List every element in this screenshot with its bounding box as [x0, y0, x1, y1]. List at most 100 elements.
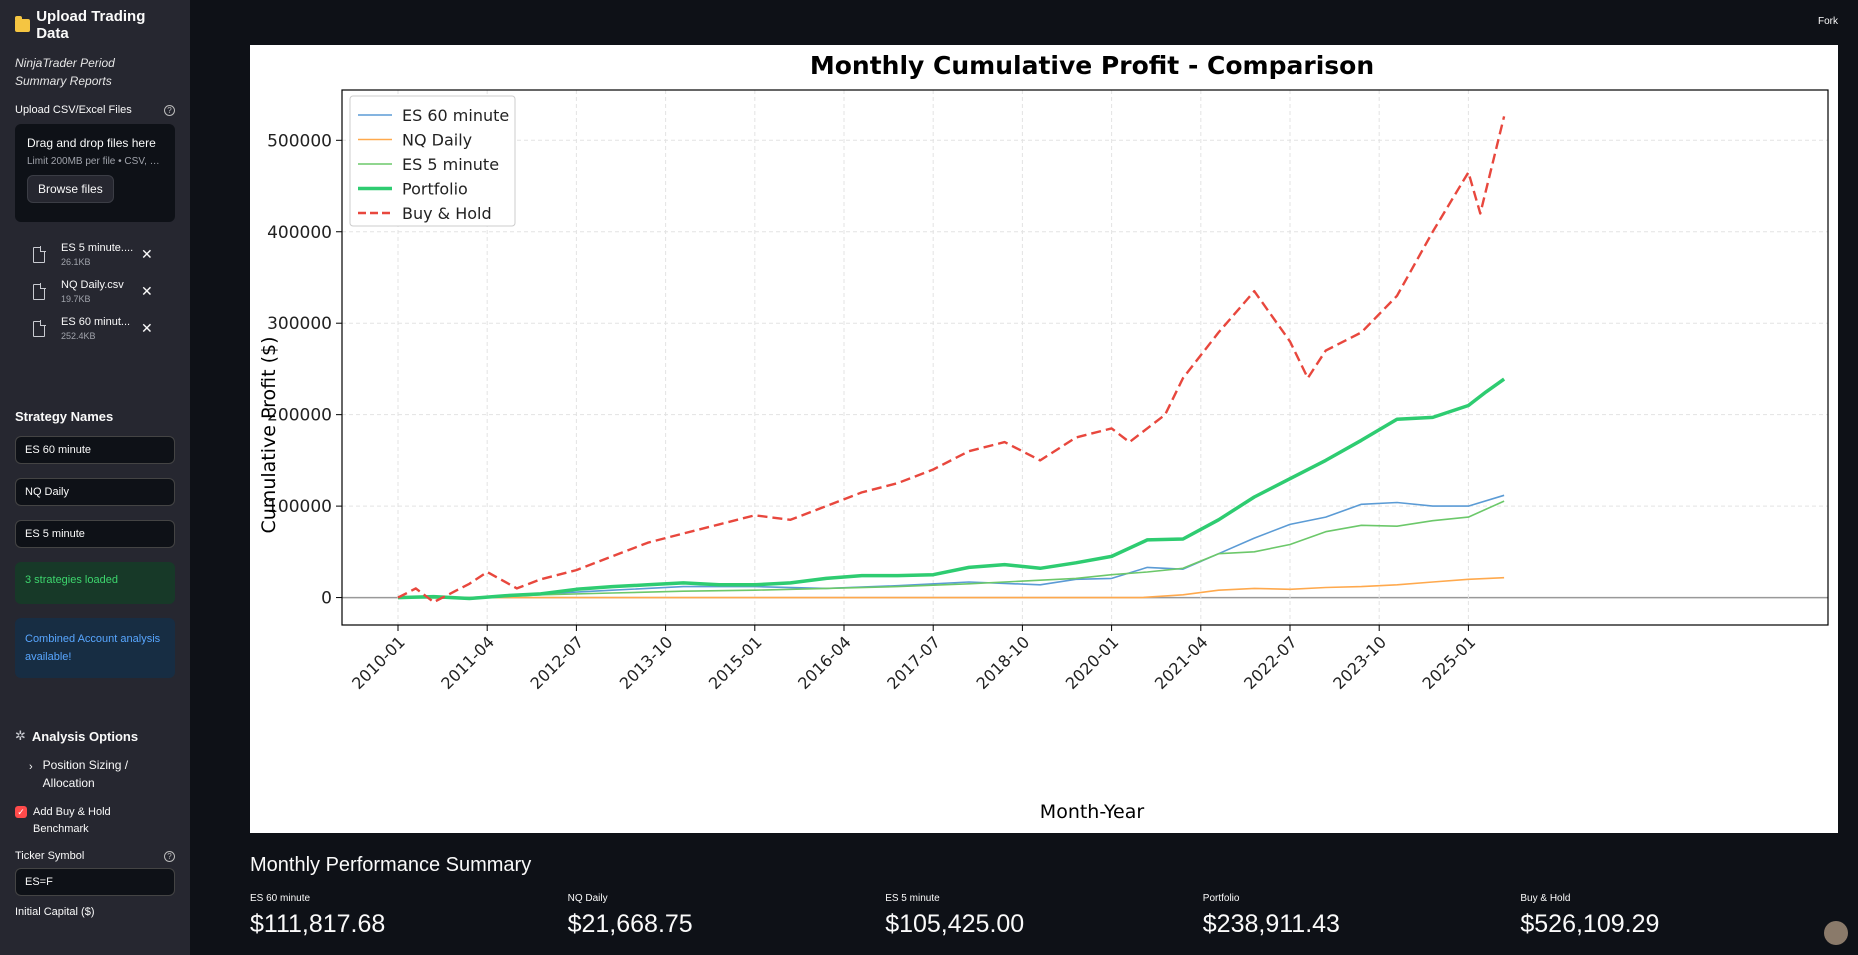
checkbox-label: Add Buy & Hold Benchmark [33, 806, 111, 835]
capital-label-row: Initial Capital ($) [15, 906, 175, 918]
strategy-name-input-1[interactable]: ES 60 minute [15, 436, 175, 464]
y-tick-label: 400000 [267, 223, 332, 243]
x-tick-label: 2011-04 [437, 632, 498, 693]
help-icon[interactable]: ? [164, 850, 175, 862]
metric-value: $238,911.43 [1202, 910, 1340, 938]
success-alert: 3 strategies loaded [15, 562, 175, 604]
metric-value: $526,109.29 [1520, 910, 1660, 938]
y-axis-label: Cumulative Profit ($) [258, 337, 280, 534]
capital-label: Initial Capital ($) [15, 906, 95, 918]
ticker-label: Ticker Symbol [15, 850, 85, 862]
y-tick-label: 200000 [267, 406, 332, 426]
uploaded-file-list: ES 5 minute.... 26.1KB ✕ NQ Daily.csv 19… [15, 236, 175, 347]
file-name: NQ Daily.csv [61, 279, 124, 291]
gear-icon: ✲ [15, 728, 26, 743]
x-tick-label: 2015-01 [705, 632, 766, 693]
grid-layer [342, 90, 1828, 625]
x-tick-label: 2012-07 [527, 632, 588, 693]
x-tick-label: 2017-07 [883, 632, 944, 693]
help-icon[interactable]: ? [164, 104, 175, 116]
legend-label: ES 60 minute [402, 106, 509, 125]
file-size: 252.4KB [61, 331, 96, 341]
metric-label: Buy & Hold [1520, 893, 1571, 904]
y-tick-label: 100000 [267, 497, 332, 517]
position-sizing-expander[interactable]: › Position Sizing / Allocation [15, 756, 175, 792]
remove-file-icon[interactable]: ✕ [141, 246, 153, 262]
legend-label: NQ Daily [402, 131, 472, 150]
buy-hold-checkbox-row[interactable]: ✓ Add Buy & Hold Benchmark [15, 804, 175, 838]
metric-value: $105,425.00 [885, 910, 1025, 938]
strategy-name-input-2[interactable]: NQ Daily [15, 478, 175, 506]
summary-title: Monthly Performance Summary [250, 854, 532, 876]
metric-label: ES 5 minute [885, 893, 940, 904]
file-item: ES 5 minute.... 26.1KB ✕ [33, 236, 175, 273]
sidebar-subtitle: NinjaTrader Period Summary Reports [15, 56, 115, 88]
file-dropzone[interactable]: Drag and drop files here Limit 200MB per… [15, 124, 175, 222]
strategy-names-title: Strategy Names [15, 409, 114, 424]
x-axis-label: Month-Year [1040, 801, 1145, 823]
upload-label: Upload CSV/Excel Files [15, 104, 132, 116]
sidebar-header: Upload Trading Data [15, 8, 175, 42]
ticker-label-row: Ticker Symbol ? [15, 850, 175, 862]
dropzone-title: Drag and drop files here [27, 136, 156, 150]
legend-label: Buy & Hold [402, 204, 492, 223]
browse-files-button[interactable]: Browse files [27, 175, 114, 203]
x-tick-label: 2022-07 [1240, 632, 1301, 693]
metric-card: Buy & Hold $526,109.29 [1520, 893, 1838, 939]
cumulative-profit-chart: Monthly Cumulative Profit - Comparison 0… [258, 51, 1829, 823]
x-tick-label: 2013-10 [616, 632, 677, 693]
series-line-es-5-minute [397, 500, 1505, 600]
metric-value: $21,668.75 [567, 910, 693, 938]
chart-title: Monthly Cumulative Profit - Comparison [810, 51, 1374, 80]
file-name: ES 60 minut... [61, 316, 131, 328]
file-icon [33, 319, 46, 337]
file-item: NQ Daily.csv 19.7KB ✕ [33, 273, 175, 310]
upload-label-row: Upload CSV/Excel Files ? [15, 104, 175, 116]
info-alert: Combined Account analysis available! [15, 618, 175, 678]
chevron-right-icon: › [29, 761, 33, 773]
series-line-es-60-minute [398, 494, 1505, 599]
legend-label: Portfolio [402, 180, 468, 199]
file-size: 19.7KB [61, 294, 91, 304]
file-name: ES 5 minute.... [61, 242, 134, 254]
metric-card: Portfolio $238,911.43 [1203, 893, 1521, 939]
sidebar-title: Upload Trading Data [36, 8, 146, 42]
series-line-portfolio [397, 377, 1506, 601]
checkbox-checked-icon[interactable]: ✓ [15, 806, 27, 818]
file-item: ES 60 minut... 252.4KB ✕ [33, 310, 175, 347]
analysis-options-header: ✲ Analysis Options [15, 728, 175, 744]
y-tick-label: 300000 [267, 314, 332, 334]
metric-card: ES 60 minute $111,817.68 [250, 893, 568, 939]
legend-box [349, 95, 516, 227]
plot-frame [341, 89, 1829, 626]
expander-label: Position Sizing / Allocation [42, 758, 129, 790]
series-line-buy-hold [397, 116, 1506, 604]
metric-label: Portfolio [1202, 893, 1240, 904]
x-tick-label: 2023-10 [1329, 632, 1390, 693]
file-icon [33, 245, 46, 263]
x-tick-label: 2021-04 [1151, 632, 1212, 693]
strategy-name-input-3[interactable]: ES 5 minute [15, 520, 175, 548]
file-icon [33, 282, 46, 300]
remove-file-icon[interactable]: ✕ [141, 320, 153, 336]
metric-card: ES 5 minute $105,425.00 [885, 893, 1203, 939]
remove-file-icon[interactable]: ✕ [141, 283, 153, 299]
file-size: 26.1KB [61, 257, 91, 267]
avatar[interactable] [1824, 921, 1848, 945]
x-tick-label: 2016-04 [794, 632, 855, 693]
metrics-row: ES 60 minute $111,817.68 NQ Daily $21,66… [250, 893, 1838, 939]
series-layer [397, 116, 1506, 604]
chart-card: Monthly Cumulative Profit - Comparison 0… [250, 45, 1838, 833]
metric-label: NQ Daily [567, 893, 608, 904]
x-tick-label: 2010-01 [348, 632, 409, 693]
legend-label: ES 5 minute [402, 155, 499, 174]
dropzone-limit: Limit 200MB per file • CSV, X... [27, 156, 163, 167]
y-tick-label: 500000 [267, 131, 332, 151]
fork-button[interactable]: Fork [1818, 16, 1838, 27]
legend: ES 60 minute NQ Daily ES 5 minute Portfolio… [349, 95, 516, 227]
metric-label: ES 60 minute [250, 893, 311, 904]
folder-icon [15, 15, 31, 32]
ticker-input[interactable]: ES=F [15, 868, 175, 896]
metric-card: NQ Daily $21,668.75 [568, 893, 886, 939]
sidebar: Upload Trading Data NinjaTrader Period S… [0, 0, 190, 955]
